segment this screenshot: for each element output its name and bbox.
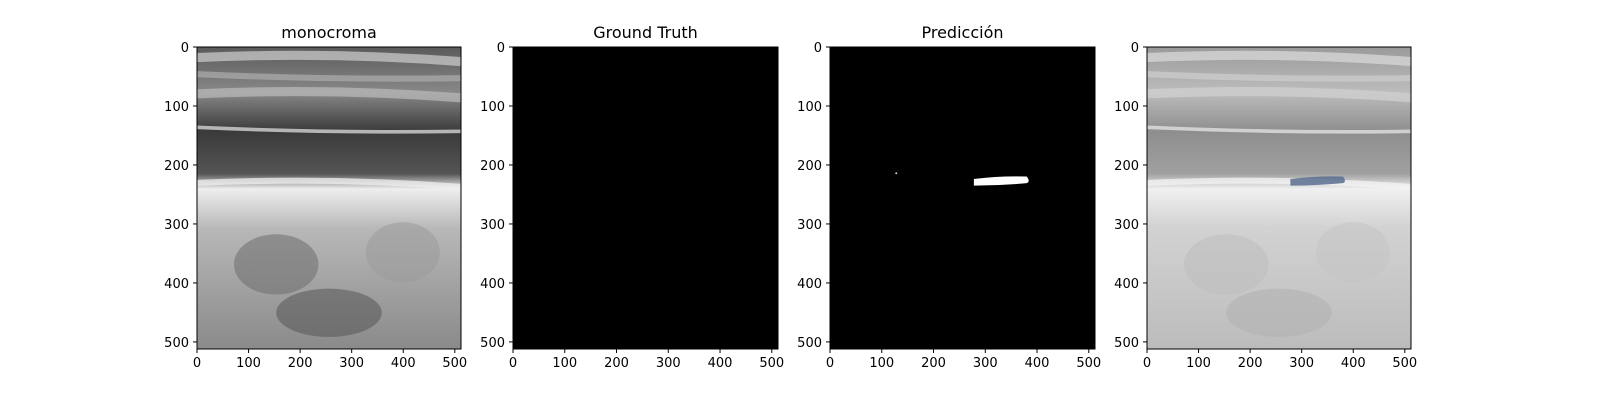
axes-frame	[829, 46, 1096, 350]
y-tick-label: 0	[497, 41, 505, 56]
tissue-layer	[197, 71, 461, 82]
y-tick-label: 400	[1114, 277, 1139, 292]
x-tick-label: 200	[921, 356, 946, 371]
x-tick-label: 300	[339, 356, 364, 371]
tissue-layer	[197, 177, 461, 190]
tissue-layer	[197, 125, 461, 134]
x-tick-label: 500	[1392, 356, 1417, 371]
y-tick-label: 0	[181, 41, 189, 56]
panel-2: 0 100 200 300 400 500 0 100 200 300 400 500 Ground T…	[480, 23, 784, 371]
axes-frame	[196, 46, 462, 350]
x-tick-label: 500	[759, 356, 784, 371]
x-tick-label: 200	[604, 356, 629, 371]
y-tick-label: 300	[164, 218, 189, 233]
mask-background	[830, 47, 1095, 349]
x-tick-label: 100	[869, 356, 894, 371]
y-tick-label: 200	[164, 159, 189, 174]
x-tick-label: 300	[973, 356, 998, 371]
tissue-texture	[365, 222, 440, 283]
x-tick-label: 0	[509, 356, 517, 371]
y-tick-label: 100	[164, 100, 189, 115]
axes-frame	[1146, 46, 1412, 350]
x-tick-label: 300	[1289, 356, 1314, 371]
x-tick-label: 0	[1143, 356, 1151, 371]
y-tick-label: 500	[1114, 336, 1139, 351]
y-tick-label: 400	[164, 277, 189, 292]
tissue-layer	[1147, 50, 1411, 67]
y-tick-label: 500	[164, 336, 189, 351]
y-tick-label: 400	[797, 277, 822, 292]
tissue-layer	[197, 50, 461, 67]
mask-speck	[895, 172, 898, 175]
y-tick-label: 300	[797, 218, 822, 233]
x-tick-label: 100	[1186, 356, 1211, 371]
x-tick-label: 400	[1341, 356, 1366, 371]
y-tick-label: 200	[1114, 159, 1139, 174]
panel-title: Predicción	[921, 23, 1003, 42]
panel-1: 0 100 200 300 400 500 0 100 200 300 400 500 monocrom…	[164, 23, 467, 371]
x-tick-label: 400	[708, 356, 733, 371]
axes-frame	[512, 46, 779, 350]
x-tick-label: 500	[1076, 356, 1101, 371]
tissue-layer	[1147, 125, 1411, 134]
x-tick-label: 0	[826, 356, 834, 371]
y-tick-label: 500	[480, 336, 505, 351]
x-tick-label: 500	[442, 356, 467, 371]
y-tick-label: 0	[1131, 41, 1139, 56]
x-tick-label: 400	[391, 356, 416, 371]
x-tick-label: 200	[1238, 356, 1263, 371]
tissue-texture	[1315, 222, 1390, 283]
tissue-texture	[233, 234, 319, 295]
y-tick-label: 200	[480, 159, 505, 174]
x-tick-label: 400	[1025, 356, 1050, 371]
y-tick-label: 0	[814, 41, 822, 56]
y-tick-label: 300	[1114, 218, 1139, 233]
y-tick-label: 300	[480, 218, 505, 233]
y-tick-label: 100	[797, 100, 822, 115]
panel-4: 0 100 200 300 400 500 0 100 200 300 400 500	[1114, 41, 1417, 371]
x-tick-label: 100	[552, 356, 577, 371]
y-tick-label: 100	[480, 100, 505, 115]
tissue-layer	[1147, 87, 1411, 103]
tissue-texture	[276, 288, 382, 337]
tissue-layer	[1147, 177, 1411, 190]
panel-3: 0 100 200 300 400 500 0 100 200 300 400 500 Predicci…	[797, 23, 1101, 371]
y-tick-label: 200	[797, 159, 822, 174]
panel-title: monocroma	[281, 23, 377, 42]
mask-region	[973, 176, 1029, 186]
overlay-mask-region	[1290, 176, 1345, 186]
x-tick-label: 100	[236, 356, 261, 371]
mask-background	[513, 47, 778, 349]
y-tick-label: 500	[797, 336, 822, 351]
x-tick-label: 0	[193, 356, 201, 371]
y-tick-label: 400	[480, 277, 505, 292]
x-tick-label: 200	[288, 356, 313, 371]
tissue-texture	[1183, 234, 1269, 295]
tissue-texture	[1226, 288, 1332, 337]
panel-title: Ground Truth	[593, 23, 698, 42]
tissue-layer	[197, 87, 461, 103]
tissue-layer	[1147, 71, 1411, 82]
y-tick-label: 100	[1114, 100, 1139, 115]
x-tick-label: 300	[656, 356, 681, 371]
